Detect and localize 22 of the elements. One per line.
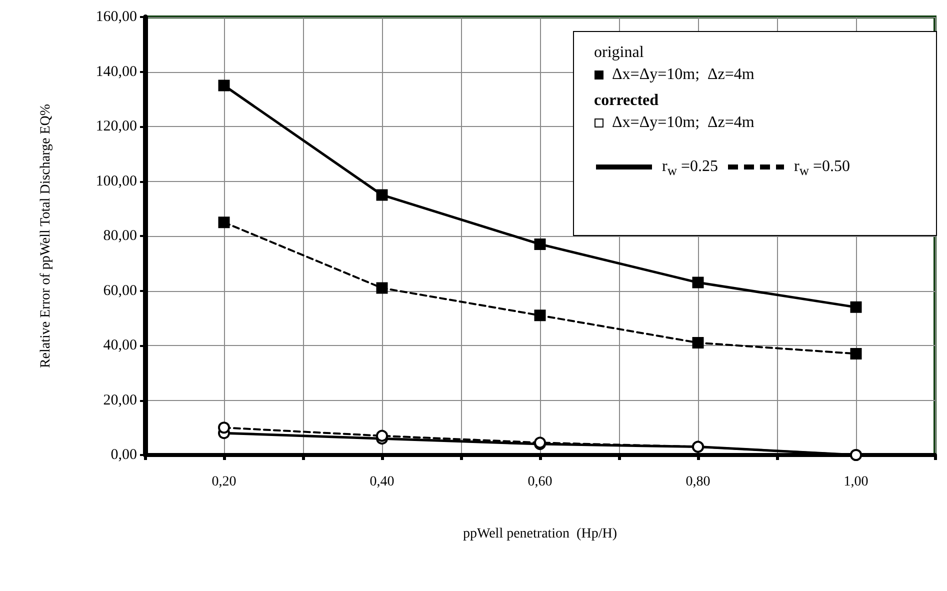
y-axis-title: Relative Error of ppWell Total Discharge EQ% bbox=[38, 104, 54, 368]
y-tick-label: 160,00 bbox=[96, 9, 137, 25]
annotation: Δx=Δy=10m; Δz=4m bbox=[611, 113, 756, 133]
y-tick-label: 120,00 bbox=[96, 118, 137, 134]
annotation: original bbox=[594, 43, 645, 63]
x-tick-label: 1,00 bbox=[844, 474, 868, 490]
annotation: Δx=Δy=10m; Δz=4m bbox=[611, 65, 756, 85]
y-tick-label: 80,00 bbox=[103, 228, 137, 244]
annotation: r$_{w}$ =0.25 bbox=[662, 158, 718, 178]
annotation: r$_{w}$ =0.50 bbox=[794, 158, 850, 178]
annotation: corrected bbox=[594, 92, 659, 109]
x-tick-label: 0,20 bbox=[212, 474, 236, 490]
y-tick-label: 20,00 bbox=[103, 392, 137, 408]
x-tick-label: 0,40 bbox=[370, 474, 394, 490]
x-tick-label: 0,60 bbox=[528, 474, 552, 490]
y-tick-label: 140,00 bbox=[96, 64, 137, 80]
y-tick-label: 60,00 bbox=[103, 282, 137, 299]
y-tick-label: 40,00 bbox=[103, 338, 137, 354]
x-axis-title: ppWell penetration (Hp/H) bbox=[463, 526, 618, 542]
y-tick-label: 100,00 bbox=[96, 173, 137, 190]
y-tick-label: 0,00 bbox=[110, 447, 137, 463]
x-tick-label: 0,80 bbox=[686, 474, 710, 490]
